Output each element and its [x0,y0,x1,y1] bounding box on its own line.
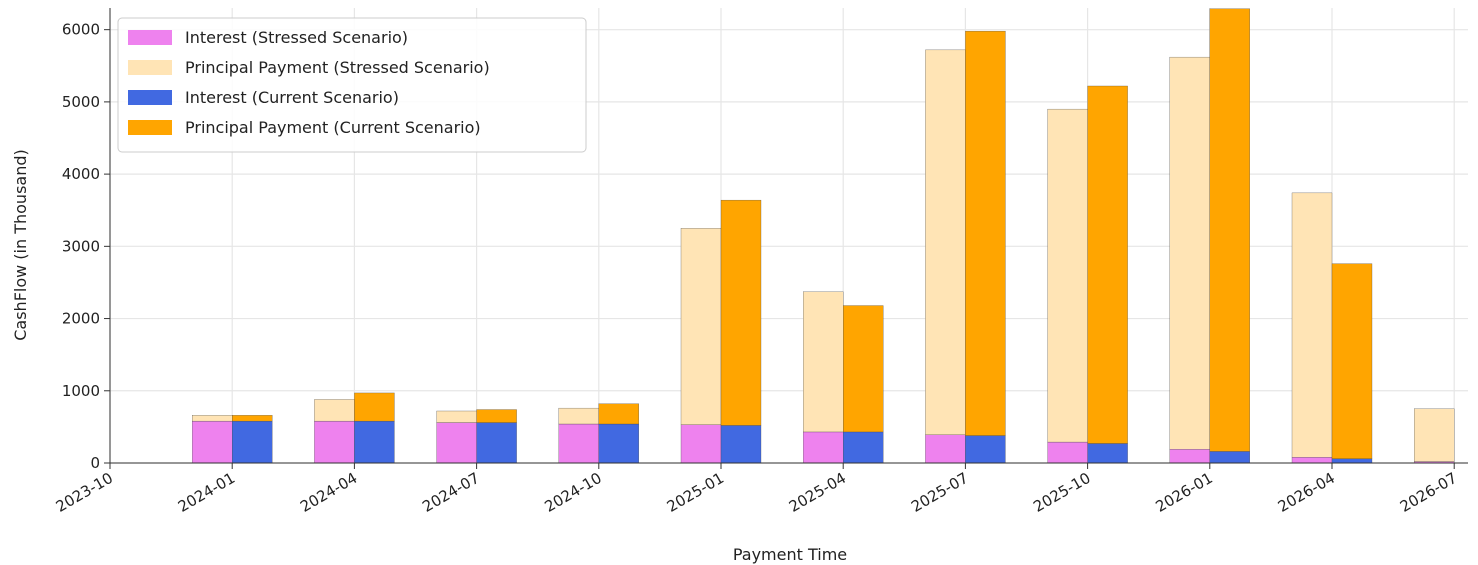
bar-current-2025-01 [720,199,762,426]
bar-current-2025-01 [720,425,762,464]
bar-stressed-2024-01 [192,415,233,422]
bar-stressed-2026-01 [1169,449,1210,464]
bar-stressed-2025-07 [925,49,966,435]
legend-swatch [128,120,172,135]
legend-label: Principal Payment (Stressed Scenario) [185,58,490,77]
bar-stressed-2024-01 [192,420,233,464]
x-axis-label: Payment Time [733,545,847,564]
y-tick-label: 5000 [62,93,100,111]
bar-stressed-2025-04 [803,291,844,433]
bar-stressed-2025-10 [1047,108,1088,443]
x-tick-label: 2024-10 [542,469,605,516]
bar-stressed-2025-01 [680,228,722,425]
bar-current-2026-04 [1331,458,1373,464]
y-tick-label: 6000 [62,21,100,39]
legend-box [117,17,587,153]
x-tick-label: 2024-04 [297,469,360,516]
bar-current-2025-04 [843,305,884,433]
bar-current-2024-07 [476,409,517,423]
y-axis-label: CashFlow (in Thousand) [11,149,30,341]
x-tick-label: 2026-07 [1397,469,1460,516]
x-tick-label: 2023-10 [53,469,116,516]
bar-stressed-2026-07 [1414,408,1455,462]
x-tick-label: 2025-04 [786,469,849,516]
y-tick-label: 2000 [62,310,100,328]
x-tick-label: 2026-01 [1153,469,1216,516]
x-tick-label: 2026-04 [1275,469,1338,516]
bar-current-2024-07 [476,422,517,464]
x-tick-label: 2024-07 [419,469,482,516]
legend: Interest (Stressed Scenario) Principal Pa… [117,17,587,153]
bar-current-2024-04 [354,420,395,464]
bar-stressed-2024-04 [314,399,355,422]
bar-stressed-2025-04 [803,431,844,464]
y-tick-label: 3000 [62,237,100,255]
x-tick-label: 2025-01 [664,469,727,516]
bar-stressed-2024-04 [314,420,355,464]
bar-stressed-2026-04 [1291,457,1333,464]
bar-stressed-2024-07 [436,422,477,464]
x-tick-label: 2024-01 [175,469,238,516]
x-tick-label: 2025-10 [1030,469,1093,516]
legend-swatch [128,90,172,105]
bar-current-2025-10 [1087,85,1128,444]
bar-stressed-2025-10 [1047,441,1088,464]
x-tick-label: 2025-07 [908,469,971,516]
legend-label: Interest (Stressed Scenario) [185,28,408,47]
legend-label: Principal Payment (Current Scenario) [185,118,481,137]
bar-current-2024-04 [354,392,395,422]
bar-stressed-2024-10 [558,407,599,425]
bar-stressed-2024-07 [436,410,477,423]
y-tick-label: 0 [90,454,100,472]
bar-stressed-2024-10 [558,423,599,464]
bar-current-2026-04 [1331,263,1373,459]
bar-current-2025-10 [1087,443,1128,464]
bar-stressed-2025-07 [925,434,966,464]
bar-current-2024-01 [232,415,273,422]
bar-current-2025-07 [965,30,1006,436]
bar-current-2024-01 [232,420,273,464]
bar-current-2024-10 [598,423,639,464]
y-tick-label: 4000 [62,165,100,183]
legend-swatch [128,60,172,75]
bar-stressed-2026-01 [1169,56,1210,450]
bar-stressed-2026-04 [1291,192,1333,458]
bar-current-2026-01 [1209,451,1250,464]
bar-stressed-2025-01 [680,424,722,464]
bar-current-2025-07 [965,435,1006,464]
y-tick-label: 1000 [62,382,100,400]
bar-current-2025-04 [843,431,884,464]
bar-current-2024-10 [598,403,639,425]
bar-current-2026-01 [1209,8,1250,452]
legend-label: Interest (Current Scenario) [185,88,399,107]
legend-swatch [128,30,172,45]
axes [109,8,1468,464]
bars [192,8,1455,464]
